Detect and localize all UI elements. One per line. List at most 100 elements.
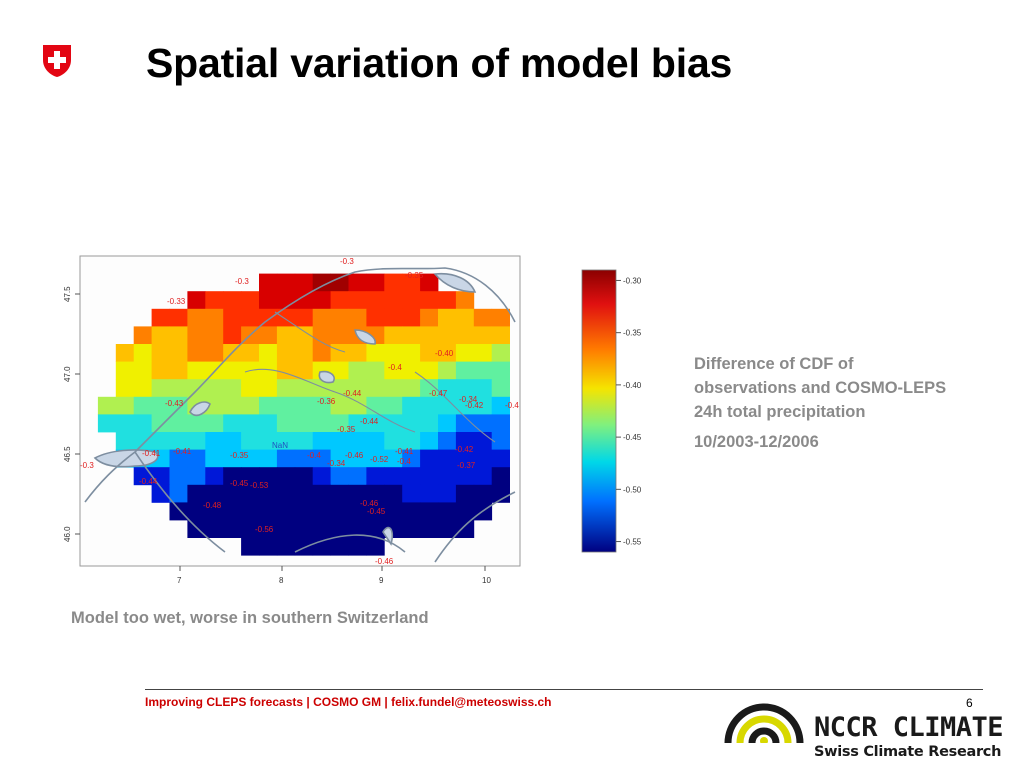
station-label: -0.40: [435, 349, 454, 358]
grid-cell: [133, 344, 152, 362]
grid-cell: [259, 502, 278, 521]
grid-cell: [330, 396, 349, 415]
x-tick-label: 9: [379, 576, 384, 585]
grid-cell: [455, 414, 475, 433]
grid-cell: [276, 432, 296, 450]
station-label-nan: NaN: [272, 441, 288, 450]
station-label: -0.46: [360, 499, 379, 508]
grid-cell: [438, 449, 457, 468]
grid-cell: [330, 484, 349, 503]
grid-cell: [330, 308, 349, 327]
station-label: -0.41: [395, 447, 414, 456]
grid-cell: [420, 449, 439, 468]
grid-cell: [294, 291, 314, 310]
grid-cell: [455, 379, 475, 398]
station-label: -0.41: [142, 449, 161, 458]
grid-cell: [115, 379, 135, 398]
grid-cell: [169, 308, 188, 327]
grid-cell: [205, 326, 224, 345]
grid-cell: [294, 537, 314, 556]
grid-cell: [420, 432, 439, 450]
slide-title: Spatial variation of model bias: [146, 40, 733, 86]
grid-cell: [348, 344, 367, 362]
grid-cell: [187, 432, 206, 450]
grid-cell: [438, 308, 457, 327]
grid-cell: [330, 361, 349, 380]
grid-cell: [205, 396, 224, 415]
station-label: -0.44: [360, 417, 379, 426]
grid-cell: [438, 344, 457, 362]
grid-cell: [402, 432, 421, 450]
station-label: -0.4: [397, 457, 411, 466]
grid-cell: [169, 467, 188, 486]
grid-cell: [348, 537, 367, 556]
grid-cell: [223, 484, 242, 503]
grid-cell: [420, 291, 439, 310]
grid-cell: [366, 396, 385, 415]
grid-cell: [205, 467, 224, 486]
grid-cell: [187, 484, 206, 503]
x-tick-label: 10: [482, 576, 491, 585]
grid-cell: [115, 432, 135, 450]
grid-cell: [205, 414, 224, 433]
nccr-logo-subtitle: Swiss Climate Research: [814, 744, 1002, 760]
grid-cell: [223, 414, 242, 433]
grid-cell: [420, 520, 439, 538]
colorbar-tick-label: -0.35: [623, 329, 642, 338]
grid-cell: [187, 414, 206, 433]
grid-cell: [366, 273, 385, 292]
grid-cell: [348, 379, 367, 398]
grid-cell: [205, 344, 224, 362]
grid-cell: [276, 449, 296, 468]
station-value-labels: -0.3 -0.35 -0.33 -0.3 -0.40 -0.4 -0.44 -0.47 -0.…: [80, 257, 519, 566]
grid-cell: [312, 432, 331, 450]
lake-constance: [433, 272, 477, 293]
description-line-3: 24h total precipitation: [694, 403, 866, 421]
grid-cell: [420, 484, 439, 503]
grid-cell: [473, 414, 493, 433]
grid-cell: [241, 414, 260, 433]
grid-cell: [438, 379, 457, 398]
grid-cell: [241, 379, 260, 398]
grid-cell: [312, 467, 331, 486]
figure-description: Difference of CDF of observations and CO…: [694, 352, 1014, 454]
grid-cell: [294, 308, 314, 327]
grid-cell: [455, 449, 475, 468]
grid-cell: [348, 484, 367, 503]
grid-cell: [420, 502, 439, 521]
grid-cell: [276, 326, 296, 345]
grid-cell: [259, 326, 278, 345]
grid-cell: [259, 414, 278, 433]
grid-cell: [169, 396, 188, 415]
grid-cell: [312, 326, 331, 345]
grid-cell: [366, 379, 385, 398]
grid-cell: [151, 361, 170, 380]
grid-cell: [455, 308, 475, 327]
station-label: -0.43: [165, 399, 184, 408]
grid-cell: [223, 396, 242, 415]
grid-cell: [294, 484, 314, 503]
grid-cell: [366, 467, 385, 486]
description-line-1: Difference of CDF of: [694, 355, 854, 373]
grid-cell: [402, 379, 421, 398]
grid-cell: [438, 414, 457, 433]
station-label: -0.3: [235, 277, 249, 286]
grid-cell: [473, 467, 493, 486]
grid-cell: [348, 520, 367, 538]
grid-cell: [330, 537, 349, 556]
grid-cell: [169, 502, 188, 521]
grid-cell: [276, 273, 296, 292]
station-label: -0.44: [139, 477, 158, 486]
station-label: -0.3: [80, 461, 94, 470]
grid-cell: [276, 502, 296, 521]
grid-cell: [276, 467, 296, 486]
grid-cell: [348, 414, 367, 433]
grid-cell: [294, 326, 314, 345]
grid-cell: [366, 361, 385, 380]
grid-cell: [259, 449, 278, 468]
grid-cell: [133, 379, 152, 398]
grid-cell: [115, 344, 135, 362]
grid-cell: [366, 308, 385, 327]
grid-cell: [491, 379, 510, 398]
grid-cell: [455, 361, 475, 380]
